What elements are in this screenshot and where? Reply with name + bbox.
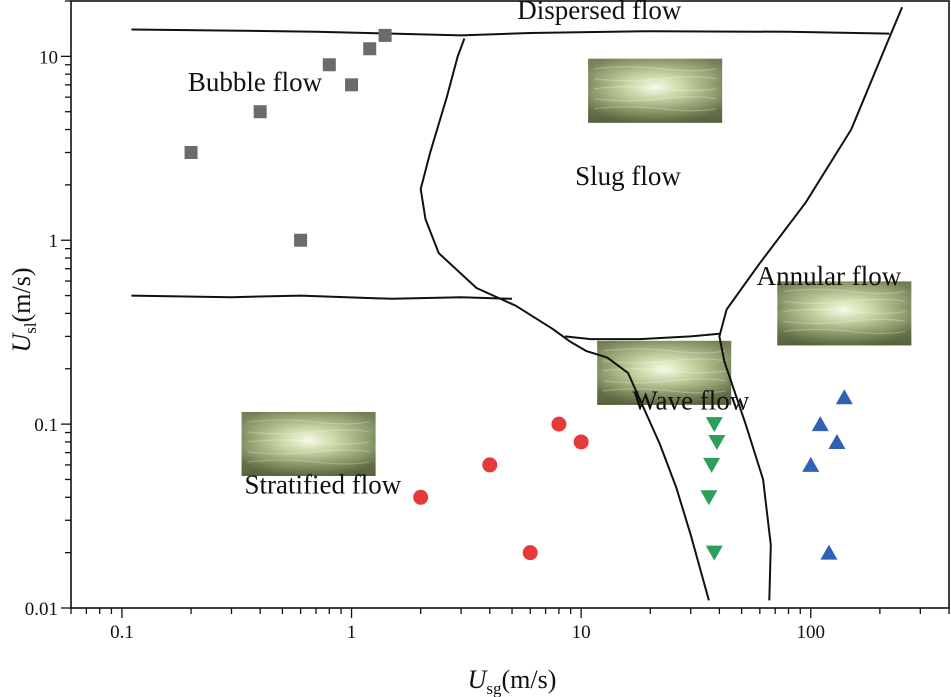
point-annular-flow bbox=[820, 544, 838, 560]
y-tick-label: 0.1 bbox=[34, 415, 58, 436]
point-bubble-flow bbox=[184, 146, 198, 160]
y-tick-label: 10 bbox=[39, 47, 58, 68]
point-bubble-flow bbox=[322, 58, 336, 72]
boundaries-layer bbox=[131, 6, 904, 601]
region-label-annular-flow: Annular flow bbox=[757, 261, 902, 291]
boundary-slug-annular bbox=[718, 6, 904, 601]
region-label-stratified-flow: Stratified flow bbox=[244, 469, 401, 499]
x-axis-title: Usg(m/s) bbox=[468, 665, 557, 697]
point-wave-flow bbox=[705, 417, 723, 433]
x-tick-label: 0.1 bbox=[110, 622, 134, 643]
boundary-slug-wave bbox=[564, 332, 720, 341]
points-layer bbox=[184, 28, 853, 561]
point-stratified-flow bbox=[522, 545, 538, 561]
point-stratified-flow bbox=[482, 457, 498, 473]
region-label-slug-flow: Slug flow bbox=[575, 161, 681, 191]
dispersed-photo bbox=[588, 58, 723, 123]
boundary-bubble-dispersed bbox=[131, 28, 890, 37]
regions-layer: Dispersed flow Bubble flow Slug flow Annula… bbox=[188, 0, 902, 499]
point-wave-flow bbox=[700, 490, 718, 506]
y-axis-title: Usl(m/s) bbox=[7, 267, 40, 352]
annular-photo bbox=[777, 281, 912, 346]
point-annular-flow bbox=[811, 416, 829, 432]
region-label-dispersed-flow: Dispersed flow bbox=[517, 0, 682, 25]
point-wave-flow bbox=[705, 545, 723, 561]
point-stratified-flow bbox=[551, 416, 567, 432]
photos-layer bbox=[241, 58, 912, 476]
point-wave-flow bbox=[708, 434, 726, 450]
point-bubble-flow bbox=[345, 78, 359, 92]
x-tick-label: 100 bbox=[797, 622, 826, 643]
x-tick-label: 10 bbox=[572, 622, 591, 643]
wave-photo bbox=[597, 340, 732, 405]
point-annular-flow bbox=[835, 389, 853, 405]
boundary-stratified-upper bbox=[131, 294, 513, 300]
ticks-layer: 0.1 1 10 100 0.01 0.1 1 10 bbox=[25, 0, 950, 643]
point-bubble-flow bbox=[253, 105, 267, 119]
point-bubble-flow bbox=[294, 233, 308, 247]
y-tick-label: 0.01 bbox=[25, 599, 58, 620]
point-annular-flow bbox=[802, 456, 820, 472]
y-tick-label: 1 bbox=[49, 231, 59, 252]
point-stratified-flow bbox=[573, 434, 589, 450]
point-bubble-flow bbox=[363, 42, 377, 56]
region-label-bubble-flow: Bubble flow bbox=[188, 67, 323, 97]
point-wave-flow bbox=[703, 457, 721, 473]
point-bubble-flow bbox=[378, 28, 392, 42]
region-label-wave-flow: Wave flow bbox=[632, 386, 750, 416]
x-tick-label: 1 bbox=[347, 622, 357, 643]
stratified-photo bbox=[241, 411, 376, 476]
point-annular-flow bbox=[828, 433, 846, 449]
point-stratified-flow bbox=[413, 489, 429, 505]
boundary-bubble-slug bbox=[419, 38, 710, 601]
